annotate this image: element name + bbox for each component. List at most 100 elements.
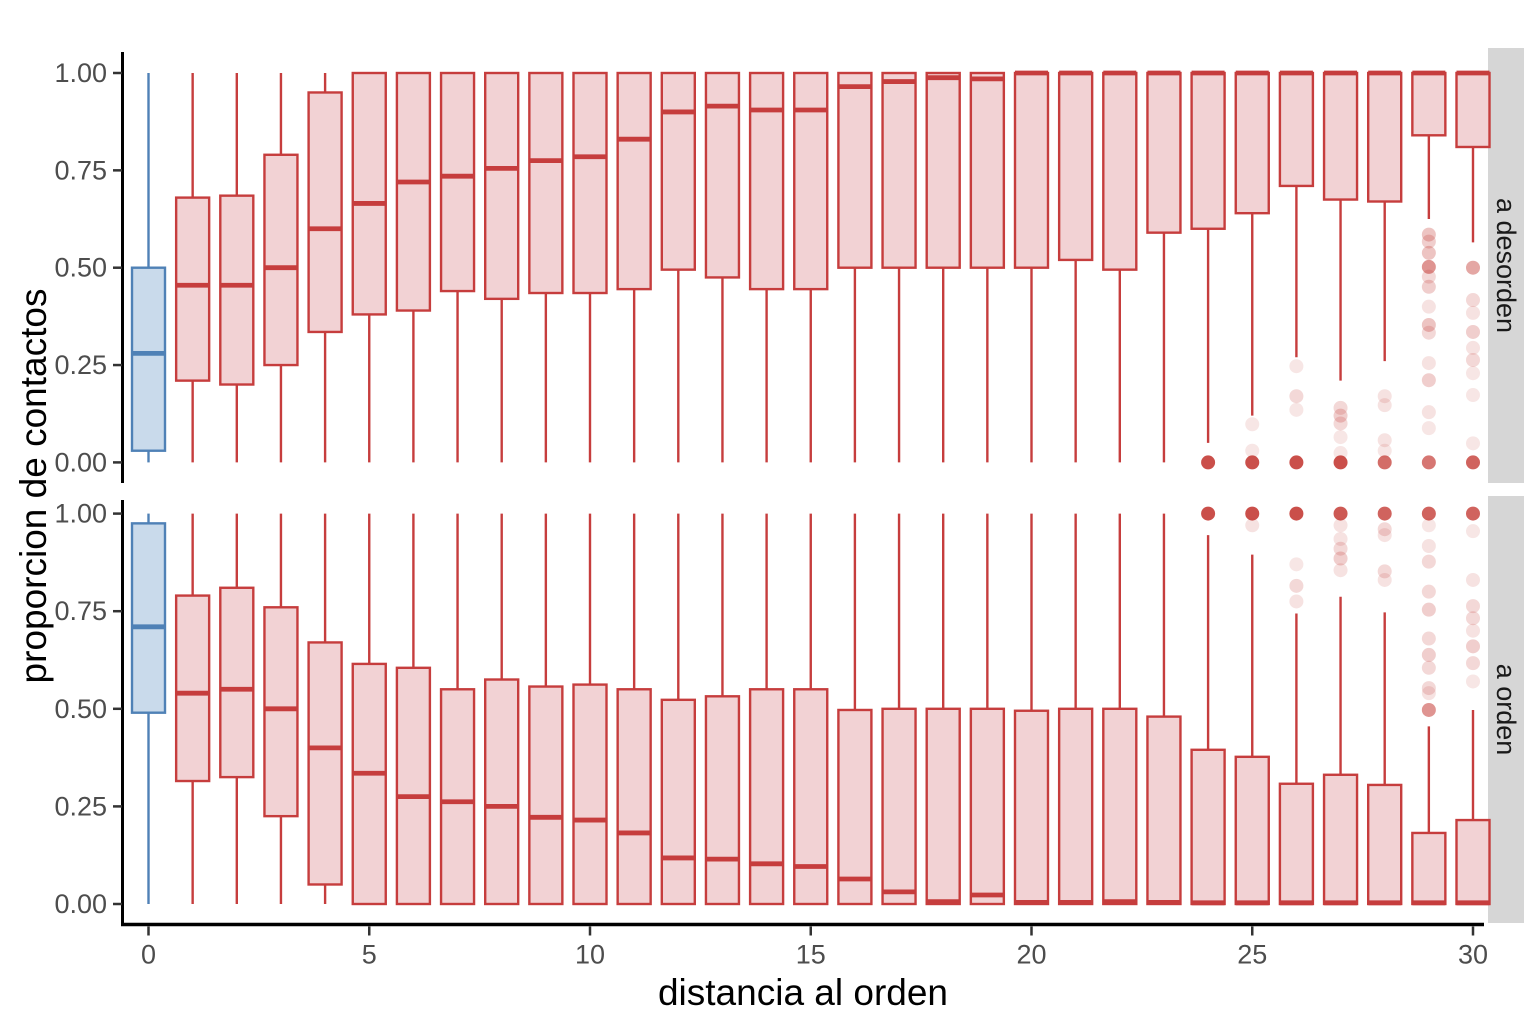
x-tick-label: 10 [575, 940, 605, 970]
outlier-dot [1421, 317, 1436, 332]
outlier-dot [1466, 656, 1480, 671]
outlier-dot [1421, 681, 1436, 696]
outlier-dot [1333, 400, 1348, 415]
y-tick-label: 1.00 [54, 58, 107, 88]
outlier-dot [1421, 554, 1436, 569]
box-iqr [616, 71, 652, 291]
outlier-dot [1421, 647, 1436, 662]
outlier-dot [1466, 388, 1480, 403]
box-iqr [1190, 748, 1226, 906]
box-iqr [1322, 71, 1359, 201]
outlier-dot [1466, 674, 1480, 689]
box-iqr [219, 194, 255, 386]
box-iqr [1278, 71, 1315, 188]
box-iqr [1411, 71, 1447, 137]
outlier-dot [1377, 564, 1392, 579]
outlier-dot [1377, 433, 1392, 448]
box-iqr [1057, 707, 1094, 906]
box-iqr [837, 71, 873, 269]
x-tick-label: 30 [1458, 940, 1488, 970]
outlier-dot [1421, 506, 1436, 521]
outlier-dot [1466, 260, 1480, 275]
y-axis-title: proporcion de contactos [13, 288, 54, 684]
box-iqr [704, 695, 741, 906]
box-iqr [572, 71, 608, 295]
box-iqr [439, 71, 476, 293]
outlier-dot [1466, 639, 1480, 654]
outlier-dot [1245, 417, 1260, 432]
outlier-dot [1466, 572, 1480, 587]
box-iqr [484, 71, 520, 301]
outlier-dot [1377, 455, 1392, 470]
box-iqr [174, 594, 211, 783]
box-iqr [572, 683, 608, 906]
outlier-dot [1289, 578, 1304, 593]
box-iqr [174, 196, 211, 382]
box-iqr [1455, 71, 1491, 149]
outlier-dot [1421, 259, 1436, 274]
box-iqr [1013, 71, 1050, 269]
box-iqr [1190, 71, 1226, 230]
x-tick-label: 15 [796, 940, 826, 970]
x-tick-label: 25 [1237, 940, 1267, 970]
outlier-dot [1333, 455, 1348, 470]
outlier-dot [1421, 660, 1436, 675]
box-iqr [616, 688, 652, 906]
outlier-dot [1333, 531, 1348, 546]
outlier-dot [1466, 455, 1480, 470]
box-iqr [793, 688, 829, 906]
outlier-dot [1333, 416, 1348, 431]
outlier-dot [1289, 594, 1304, 609]
box-iqr [1013, 709, 1050, 906]
box-iqr [793, 71, 829, 291]
y-tick-label: 0.75 [54, 596, 107, 626]
box-iqr [1102, 71, 1138, 271]
outlier-dot [1466, 340, 1480, 355]
outlier-dot [1466, 366, 1480, 381]
box-iqr [1102, 707, 1138, 906]
box-iqr [395, 71, 432, 312]
outlier-dot [1289, 455, 1304, 470]
x-tick-label: 20 [1016, 940, 1046, 970]
box-iqr [1057, 71, 1094, 262]
y-tick-label: 0.00 [54, 889, 107, 919]
outlier-dot [1466, 436, 1480, 451]
box-iqr [130, 266, 167, 452]
outlier-dot [1421, 584, 1436, 599]
x-tick-label: 0 [141, 940, 156, 970]
facet-strip [1488, 496, 1524, 923]
outlier-dot [1377, 398, 1392, 413]
outlier-dot [1289, 506, 1304, 521]
outlier-dot [1466, 293, 1480, 308]
outlier-dot [1289, 557, 1304, 572]
box-iqr [704, 71, 741, 279]
outlier-dot [1421, 455, 1436, 470]
outlier-dot [1421, 279, 1436, 294]
outlier-dot [1466, 324, 1480, 339]
y-tick-label: 0.00 [54, 447, 107, 477]
outlier-dot [1201, 506, 1216, 521]
outlier-dot [1421, 539, 1436, 554]
outlier-dot [1333, 506, 1348, 521]
outlier-dot [1466, 599, 1480, 614]
outlier-dot [1421, 227, 1436, 242]
outlier-dot [1289, 389, 1304, 404]
box-iqr [969, 71, 1006, 269]
box-iqr [528, 71, 564, 295]
outlier-dot [1245, 506, 1260, 521]
box-iqr [528, 685, 564, 906]
outlier-dot [1377, 528, 1392, 543]
box-iqr [1411, 831, 1447, 906]
y-tick-label: 0.50 [54, 253, 107, 283]
outlier-dot [1421, 299, 1436, 314]
box-iqr [660, 698, 696, 906]
facet-strip-label: a desorden [1491, 198, 1521, 333]
outlier-dot [1421, 631, 1436, 646]
box-iqr [837, 708, 873, 906]
box-iqr [307, 91, 343, 334]
box-iqr [1234, 755, 1270, 906]
box-iqr [130, 522, 167, 714]
outlier-dot [1333, 563, 1348, 578]
x-tick-label: 5 [362, 940, 377, 970]
